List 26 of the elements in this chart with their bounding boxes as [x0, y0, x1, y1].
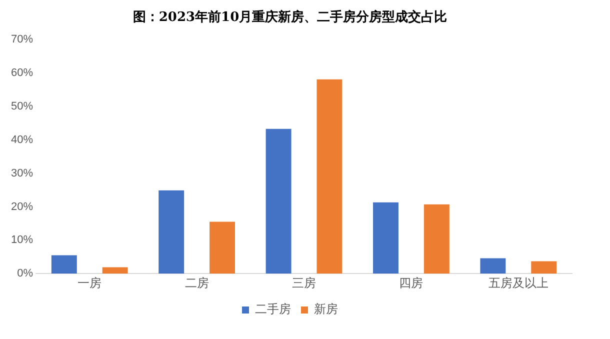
- y-tick-label: 30%: [10, 167, 34, 180]
- y-tick-label: 60%: [10, 67, 34, 80]
- chart-title: 图：2023年前10月重庆新房、二手房分房型成交占比: [132, 9, 448, 26]
- x-tick-label: 一房: [78, 276, 102, 290]
- legend-label: 二手房: [255, 302, 291, 316]
- x-tick-label: 三房: [292, 276, 316, 290]
- x-tick-label: 四房: [399, 276, 424, 290]
- legend-label: 新房: [314, 302, 338, 316]
- x-tick-label: 二房: [184, 276, 209, 290]
- y-tick-label: 50%: [10, 100, 34, 112]
- bar: [51, 255, 77, 274]
- y-tick-label: 70%: [10, 34, 34, 46]
- bar: [424, 204, 450, 274]
- bar: [316, 79, 342, 274]
- x-tick-label: 五房及以上: [488, 276, 548, 290]
- bar: [266, 128, 292, 274]
- bar: [373, 202, 398, 274]
- y-tick-label: 0%: [17, 268, 34, 280]
- bar: [102, 267, 128, 274]
- bar: [531, 261, 557, 274]
- y-tick-label: 40%: [10, 134, 34, 146]
- bar: [158, 190, 184, 274]
- bar: [480, 258, 506, 274]
- y-tick-label: 20%: [10, 200, 34, 213]
- bar: [210, 222, 235, 274]
- y-tick-label: 10%: [10, 234, 34, 246]
